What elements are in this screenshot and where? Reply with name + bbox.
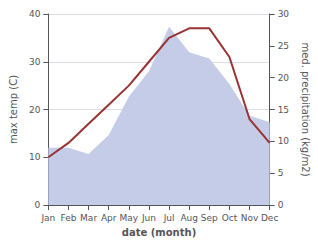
svg-text:Sep: Sep (201, 213, 218, 223)
svg-text:20: 20 (29, 105, 41, 115)
svg-text:Jul: Jul (163, 213, 175, 223)
svg-text:max temp (C): max temp (C) (8, 75, 19, 144)
svg-text:Dec: Dec (261, 213, 278, 223)
svg-text:Apr: Apr (101, 213, 117, 223)
svg-text:Aug: Aug (180, 213, 198, 223)
svg-text:10: 10 (29, 152, 41, 162)
svg-text:25: 25 (278, 41, 289, 51)
svg-text:30: 30 (29, 57, 41, 67)
svg-text:May: May (120, 213, 139, 223)
svg-text:Jan: Jan (40, 213, 55, 223)
svg-text:0: 0 (278, 200, 284, 210)
svg-text:Mar: Mar (80, 213, 97, 223)
svg-text:5: 5 (278, 168, 284, 178)
svg-text:Jun: Jun (141, 213, 156, 223)
svg-text:20: 20 (278, 73, 290, 83)
svg-text:10: 10 (278, 136, 290, 146)
svg-text:Feb: Feb (61, 213, 77, 223)
svg-text:Oct: Oct (222, 213, 238, 223)
svg-text:Nov: Nov (241, 213, 259, 223)
svg-text:15: 15 (278, 105, 289, 115)
svg-text:40: 40 (29, 9, 41, 19)
svg-text:date (month): date (month) (122, 227, 196, 238)
svg-text:0: 0 (35, 200, 41, 210)
svg-text:med. precipitation (kg/m2): med. precipitation (kg/m2) (300, 42, 311, 176)
svg-text:30: 30 (278, 9, 290, 19)
